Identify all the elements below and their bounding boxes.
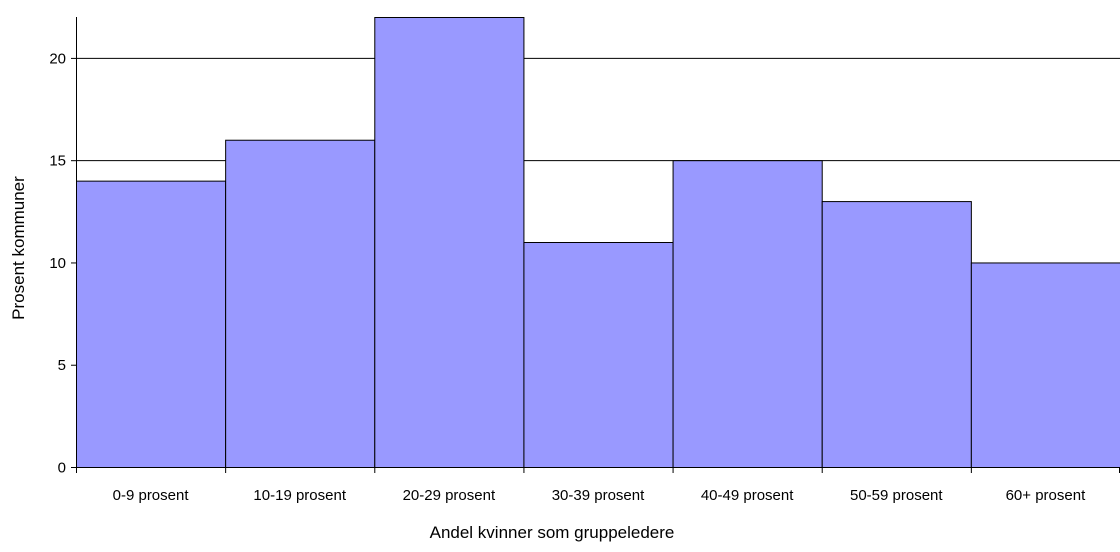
x-axis-title: Andel kvinner som gruppeledere xyxy=(430,523,675,542)
bar xyxy=(673,161,822,468)
y-tick-label: 10 xyxy=(49,255,66,272)
y-tick-label: 20 xyxy=(49,50,66,67)
y-tick-labels: 0 5 10 15 20 xyxy=(49,50,66,476)
x-tick-label: 0-9 prosent xyxy=(113,487,190,504)
x-tick-label: 40-49 prosent xyxy=(701,487,794,504)
y-tick-label: 0 xyxy=(58,460,66,477)
x-tick-label: 10-19 prosent xyxy=(253,487,346,504)
bar xyxy=(375,18,524,468)
x-tick-label: 30-39 prosent xyxy=(552,487,645,504)
bar xyxy=(822,202,971,468)
bar xyxy=(226,140,375,467)
x-tick-label: 20-29 prosent xyxy=(403,487,496,504)
y-tick-label: 15 xyxy=(49,153,66,170)
x-tick-labels: 0-9 prosent 10-19 prosent 20-29 prosent 30-… xyxy=(113,487,1086,504)
bar xyxy=(971,263,1120,468)
bar xyxy=(77,181,226,467)
bar xyxy=(524,243,673,468)
x-tick-label: 60+ prosent xyxy=(1006,487,1086,504)
bars xyxy=(77,18,1120,468)
x-tick-label: 50-59 prosent xyxy=(850,487,943,504)
y-axis-title: Prosent kommuner xyxy=(9,176,28,320)
y-tick-label: 5 xyxy=(58,357,66,374)
